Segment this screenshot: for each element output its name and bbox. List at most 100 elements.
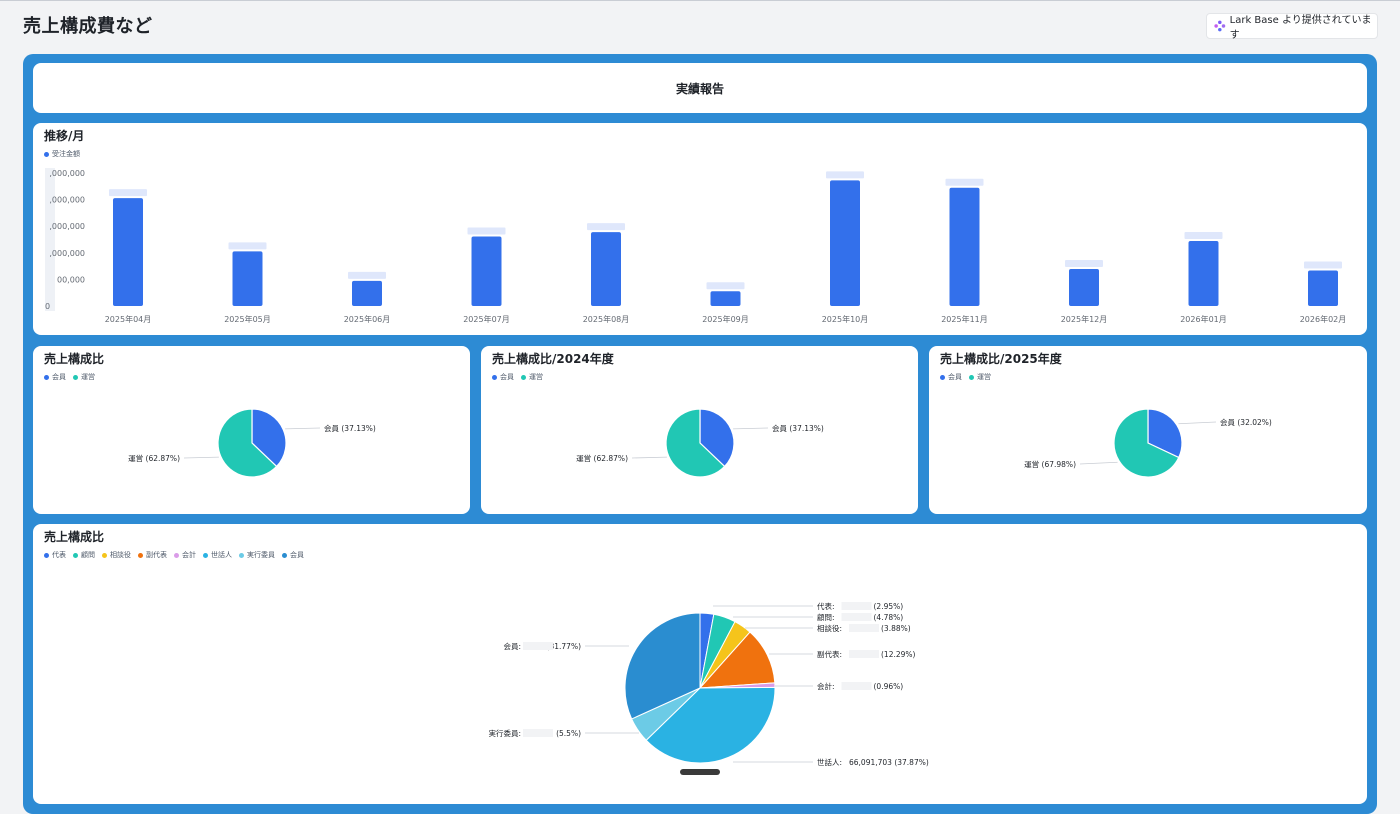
pie-legend[interactable]: 会員 運営 — [492, 372, 550, 382]
pie-card-title: 売上構成比/2025年度 — [940, 352, 1062, 366]
pie-label: 運営 (67.98%) — [1024, 459, 1076, 469]
legend-dot — [203, 552, 208, 558]
pie-slice[interactable] — [217, 408, 278, 478]
legend-item-member[interactable]: 会員 — [940, 372, 962, 382]
pie-leader-line — [631, 456, 667, 459]
pie-label-pct: (5.5%) — [556, 729, 581, 738]
monthly-chart-card: 推移/月 受注金額 0 00,000 ,000,000 ,000,000 ,000,00… — [33, 123, 1367, 335]
x-tick-label: 2025年07月 — [463, 314, 510, 324]
report-card: 実績報告 — [33, 63, 1367, 113]
bar[interactable] — [949, 187, 980, 306]
pie-slice[interactable] — [624, 612, 701, 720]
bar-value-mask — [945, 178, 984, 186]
x-tick-label: 2026年01月 — [1180, 314, 1227, 324]
big-pie-title: 売上構成比 — [44, 530, 105, 544]
bar-value-mask — [467, 227, 506, 235]
pie-label-pct: 66,091,703 (37.87%) — [849, 758, 929, 767]
bar-value-mask — [826, 171, 864, 179]
pie-card-title: 売上構成比 — [44, 352, 105, 366]
report-title: 実績報告 — [675, 82, 724, 96]
legend-item-ops[interactable]: 運営 — [73, 372, 95, 382]
legend-item[interactable]: 代表 — [44, 550, 66, 560]
provider-badge[interactable]: Lark Base より提供されています — [1206, 13, 1378, 41]
pie-label-name: 代表: — [817, 601, 835, 611]
legend-item[interactable]: 受注金額 — [44, 149, 80, 159]
pie-label: 運営 (62.87%) — [128, 453, 180, 463]
legend-dot — [282, 552, 287, 558]
pie-slice[interactable] — [1147, 408, 1183, 459]
bar[interactable] — [471, 236, 502, 306]
legend-item[interactable]: 世話人 — [203, 550, 232, 560]
legend-dot — [73, 552, 78, 558]
bar[interactable] — [113, 198, 143, 306]
x-tick-label: 2025年11月 — [941, 314, 988, 324]
pie-slice[interactable] — [698, 631, 776, 689]
legend-item-ops[interactable]: 運営 — [521, 372, 543, 382]
legend-item-member[interactable]: 会員 — [44, 372, 66, 382]
pie-value-mask — [849, 624, 879, 632]
bar-value-mask — [228, 242, 267, 250]
pie-legend[interactable]: 会員 運営 — [940, 372, 998, 382]
legend-dot — [940, 374, 945, 380]
pie-slice[interactable] — [1113, 408, 1180, 478]
pie-legend[interactable]: 会員 運営 — [44, 372, 102, 382]
legend-dot — [44, 552, 49, 558]
bar-value-mask — [109, 189, 147, 197]
provider-label: Lark Base より提供されています — [1229, 15, 1372, 41]
legend-item-member[interactable]: 会員 — [492, 372, 514, 382]
pie-slice[interactable] — [645, 686, 776, 764]
legend-dot — [138, 552, 143, 558]
bar[interactable] — [1308, 270, 1338, 306]
legend-dot — [521, 374, 526, 380]
legend-label: 代表 — [52, 551, 66, 559]
legend-item[interactable]: 会員 — [282, 550, 304, 560]
top-border — [0, 0, 1400, 1]
x-tick-label: 2025年10月 — [822, 314, 869, 324]
bar[interactable] — [830, 180, 860, 306]
legend-item-ops[interactable]: 運営 — [969, 372, 991, 382]
pie-label: 会員 (37.13%) — [324, 423, 376, 433]
pie-value-mask — [841, 602, 872, 610]
monthly-legend[interactable]: 受注金額 — [44, 149, 87, 159]
bar[interactable] — [591, 232, 621, 306]
bar[interactable] — [710, 291, 741, 306]
bar[interactable] — [352, 280, 382, 306]
pie-label: 会員 (32.02%) — [1220, 417, 1272, 427]
legend-label: 会員 — [290, 551, 304, 559]
legend-item[interactable]: 実行委員 — [239, 550, 275, 560]
legend-item[interactable]: 副代表 — [138, 550, 167, 560]
pie-label-name: 相談役: — [817, 623, 842, 633]
y-tick-label: 00,000 — [57, 275, 85, 284]
pie-label-pct: (4.78%) — [874, 613, 904, 622]
x-tick-label: 2025年05月 — [224, 314, 271, 324]
pie-slice[interactable] — [665, 408, 726, 478]
pie-label-name: 顧問: — [817, 612, 835, 622]
bar[interactable] — [1188, 240, 1219, 306]
bar[interactable] — [1069, 269, 1099, 306]
legend-label: 受注金額 — [52, 150, 80, 158]
legend-item[interactable]: 会計 — [174, 550, 196, 560]
x-tick-label: 2025年12月 — [1061, 314, 1108, 324]
legend-label: 運営 — [81, 373, 95, 381]
pie-slice[interactable] — [251, 408, 287, 468]
x-tick-label: 2025年09月 — [702, 314, 749, 324]
pie-leader-line — [733, 427, 769, 430]
bar[interactable] — [232, 251, 263, 306]
bar-value-mask — [706, 282, 745, 290]
pie-label-name: 会員: — [503, 641, 521, 651]
legend-dot — [73, 374, 78, 380]
legend-label: 会員 — [500, 373, 514, 381]
pie-slice[interactable] — [699, 408, 735, 468]
legend-item[interactable]: 顧問 — [73, 550, 95, 560]
pie-label-pct: (2.95%) — [874, 602, 904, 611]
bar-value-mask — [1184, 231, 1223, 239]
big-pie-chart: 代表: (2.95%) 顧問: (4.78%) 相談役: (3.88%) 副代表: (12.2… — [488, 601, 929, 767]
home-indicator — [680, 769, 720, 775]
legend-label: 会計 — [182, 551, 196, 559]
big-pie-legend[interactable]: 代表 顧問 相談役 副代表 会計 世話人 実行委員 会員 — [44, 550, 311, 560]
legend-item[interactable]: 相談役 — [102, 550, 131, 560]
legend-label: 運営 — [529, 373, 543, 381]
bar-value-mask — [1065, 260, 1103, 268]
pie-label-name: 実行委員: — [488, 728, 521, 738]
pie-label-name: 副代表: — [817, 649, 842, 659]
